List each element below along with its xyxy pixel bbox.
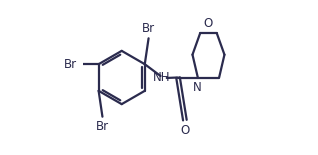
Text: Br: Br — [64, 58, 77, 71]
Text: O: O — [180, 124, 190, 137]
Text: Br: Br — [142, 22, 155, 35]
Text: N: N — [193, 81, 201, 94]
Text: NH: NH — [153, 71, 170, 84]
Text: O: O — [204, 17, 213, 30]
Text: Br: Br — [96, 120, 109, 133]
